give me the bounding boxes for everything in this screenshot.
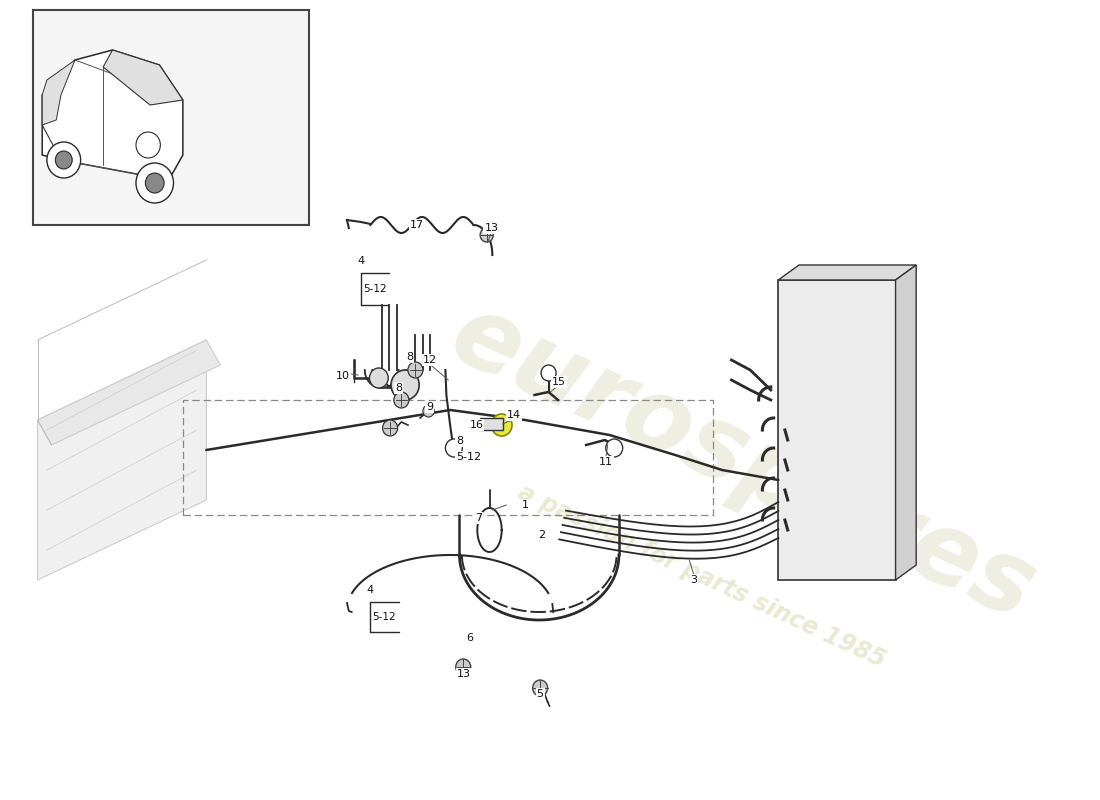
Bar [183,400,713,515]
Circle shape [455,659,471,675]
Circle shape [383,420,397,436]
Circle shape [532,680,548,696]
Polygon shape [42,50,183,180]
Text: 8: 8 [395,383,403,393]
Text: a passion for parts since 1985: a passion for parts since 1985 [514,480,889,672]
Text: 12: 12 [422,355,437,365]
Circle shape [145,173,164,193]
Circle shape [492,414,512,436]
Text: 4: 4 [366,585,374,595]
Text: 13: 13 [484,223,498,233]
Polygon shape [895,265,916,580]
Circle shape [47,142,80,178]
Text: 5-12: 5-12 [456,452,482,462]
Polygon shape [42,60,75,125]
Circle shape [394,392,409,408]
Text: 13: 13 [458,669,471,679]
Text: 14: 14 [507,410,521,420]
Circle shape [446,439,462,457]
Circle shape [370,368,388,388]
Text: 11: 11 [598,457,613,467]
Text: 10: 10 [337,371,350,381]
Text: 2: 2 [539,530,546,540]
Text: 17: 17 [410,220,425,230]
Polygon shape [37,340,220,445]
Polygon shape [779,265,916,280]
Text: 5-12: 5-12 [363,284,387,294]
Polygon shape [480,418,503,430]
Text: eurospares: eurospares [436,286,1049,642]
Text: 6: 6 [466,633,473,643]
Circle shape [408,362,422,378]
Text: 5-12: 5-12 [373,612,396,622]
Text: 7: 7 [475,513,482,523]
Text: 8: 8 [406,352,414,362]
Text: 15: 15 [552,377,565,387]
Bar [33,10,309,225]
Text: 16: 16 [470,420,483,430]
Text: 4: 4 [358,256,364,266]
Circle shape [136,132,161,158]
Circle shape [422,405,435,417]
Circle shape [136,163,174,203]
Text: 8: 8 [455,436,463,446]
Polygon shape [37,340,207,580]
Circle shape [606,439,623,457]
Circle shape [55,151,73,169]
Circle shape [390,370,419,400]
Circle shape [480,228,493,242]
Text: 5: 5 [537,689,543,699]
Circle shape [541,365,557,381]
Text: 3: 3 [691,575,697,585]
Text: 1: 1 [521,500,529,510]
Text: 9: 9 [426,402,433,412]
Polygon shape [103,50,183,105]
Polygon shape [779,280,895,580]
